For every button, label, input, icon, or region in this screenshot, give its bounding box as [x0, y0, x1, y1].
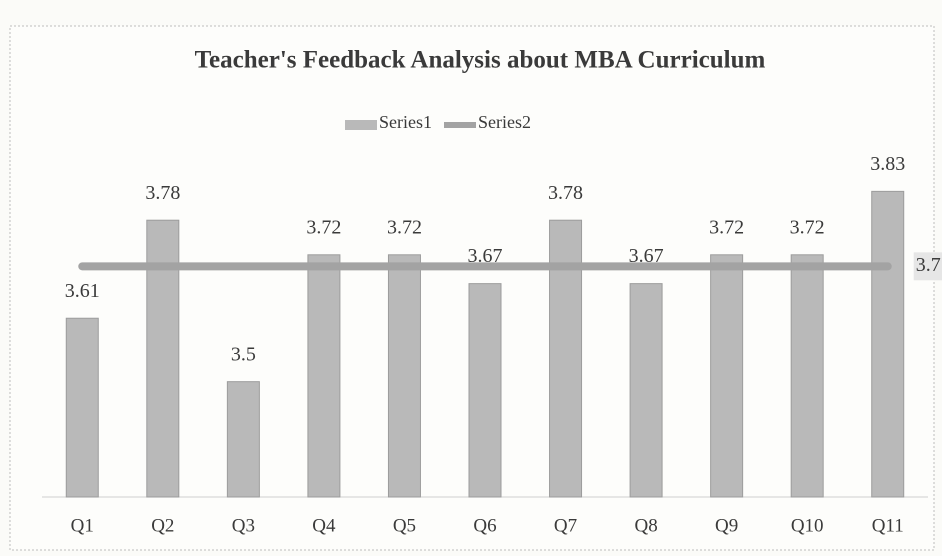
data-label: 3.7	[916, 254, 941, 276]
data-label: 3.78	[145, 182, 180, 204]
data-label-box	[913, 252, 942, 281]
data-label: 3.61	[65, 280, 100, 302]
x-tick-label: Q8	[634, 515, 657, 536]
data-label: 3.78	[548, 182, 583, 204]
data-label: 3.72	[306, 216, 341, 238]
chart-title: Teacher's Feedback Analysis about MBA Cu…	[195, 47, 766, 74]
x-tick-label: Q5	[393, 515, 416, 536]
bar	[146, 219, 180, 498]
x-tick-label: Q2	[151, 515, 174, 536]
x-tick-label: Q3	[232, 515, 255, 536]
x-tick-label: Q7	[554, 515, 577, 536]
x-tick-label: Q6	[473, 515, 496, 536]
x-tick-label: Q11	[872, 515, 904, 536]
data-label: 3.67	[629, 245, 664, 267]
x-tick-label: Q9	[715, 515, 738, 536]
data-label: 3.5	[231, 343, 256, 365]
bar	[549, 219, 583, 498]
bar	[387, 254, 421, 498]
data-label: 3.72	[709, 216, 744, 238]
bar	[871, 190, 905, 498]
x-tick-label: Q1	[71, 515, 94, 536]
x-tick-label: Q10	[791, 515, 824, 536]
bar	[468, 283, 502, 498]
legend-label: Series1	[379, 112, 432, 132]
bar	[65, 317, 99, 498]
bar	[790, 254, 824, 498]
bar	[307, 254, 341, 498]
legend-label: Series2	[478, 112, 531, 132]
data-label: 3.67	[468, 245, 503, 267]
bar	[629, 283, 663, 498]
legend-swatch	[345, 120, 377, 130]
data-label: 3.72	[387, 216, 422, 238]
data-label: 3.83	[870, 153, 905, 175]
bar	[226, 381, 260, 498]
bar	[710, 254, 744, 498]
x-tick-label: Q4	[312, 515, 336, 536]
data-label: 3.72	[790, 216, 825, 238]
